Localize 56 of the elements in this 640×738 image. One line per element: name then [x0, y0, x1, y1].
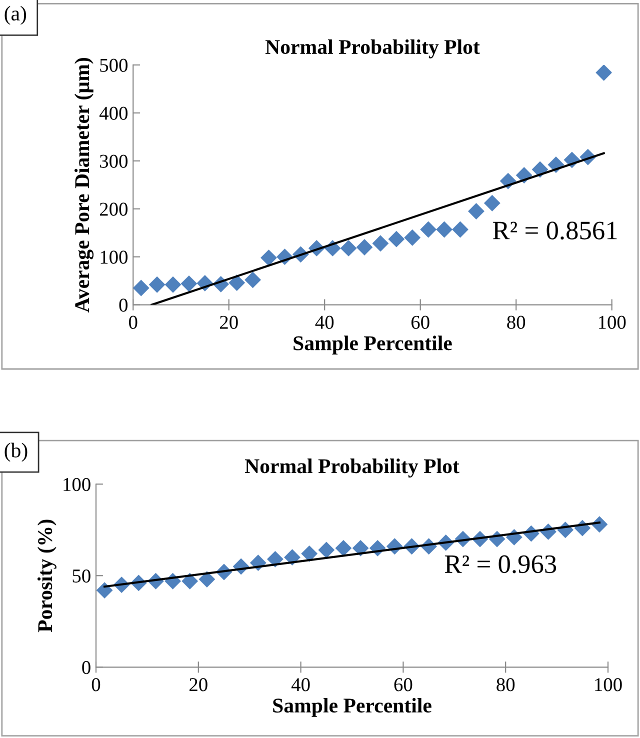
- text: (a): [4, 6, 26, 25]
- point: [180, 275, 198, 292]
- y-tick-label: 100: [64, 478, 90, 492]
- point: [452, 221, 468, 238]
- point: [468, 203, 484, 220]
- chart-title: Normal Probability Plot: [265, 39, 480, 58]
- x-tick-label: 60: [394, 678, 412, 692]
- y-tick-label: 50: [72, 569, 90, 583]
- point: [335, 540, 352, 556]
- point: [260, 250, 277, 266]
- point: [404, 229, 421, 246]
- point: [96, 582, 113, 598]
- point: [148, 276, 166, 293]
- y-tick-label: 500: [100, 58, 128, 72]
- x-axis-title: Sample Percentile: [294, 336, 452, 355]
- x-tick-label: 20: [220, 316, 238, 329]
- point: [284, 549, 300, 566]
- y-tick-label: 400: [99, 106, 128, 120]
- point: [318, 542, 335, 558]
- point: [372, 235, 389, 252]
- point: [228, 274, 246, 291]
- point: [182, 572, 198, 590]
- x-tick-label: 40: [291, 678, 310, 692]
- y-axis-title: Porosity (%): [37, 520, 56, 632]
- y-tick-label: 300: [100, 154, 128, 168]
- x-tick-label: 100: [598, 316, 626, 329]
- point: [164, 276, 182, 293]
- x-tick-label: 100: [595, 678, 622, 692]
- annotation: R² = 0.963: [444, 555, 556, 574]
- point: [266, 550, 284, 568]
- x-tick-label: 80: [507, 316, 526, 329]
- x-tick-label: 60: [411, 316, 430, 329]
- x-tick-label: 80: [496, 678, 515, 692]
- annotation: R² = 0.8561: [492, 222, 617, 240]
- x-tick-label: 0: [129, 316, 138, 329]
- point: [420, 221, 437, 238]
- point: [133, 280, 150, 296]
- x-tick-label: 40: [315, 316, 334, 329]
- y-axis-title: Average Pore Diameter (µm): [74, 58, 94, 312]
- point: [244, 272, 262, 288]
- point: [340, 240, 357, 256]
- point: [301, 545, 318, 562]
- x-tick-label: 20: [190, 678, 208, 692]
- point: [484, 194, 500, 212]
- point: [596, 64, 612, 81]
- y-tick-label: 100: [100, 250, 128, 264]
- point: [436, 221, 453, 238]
- chart-title: Normal Probability Plot: [244, 458, 460, 478]
- point: [356, 239, 373, 256]
- point: [388, 230, 405, 248]
- y-tick-label: 200: [100, 202, 128, 216]
- y-tick-label: 0: [119, 298, 128, 312]
- point: [198, 571, 216, 588]
- text: (b): [4, 442, 28, 462]
- y-tick-label: 0: [82, 660, 90, 674]
- x-axis-title: Sample Percentile: [273, 698, 432, 717]
